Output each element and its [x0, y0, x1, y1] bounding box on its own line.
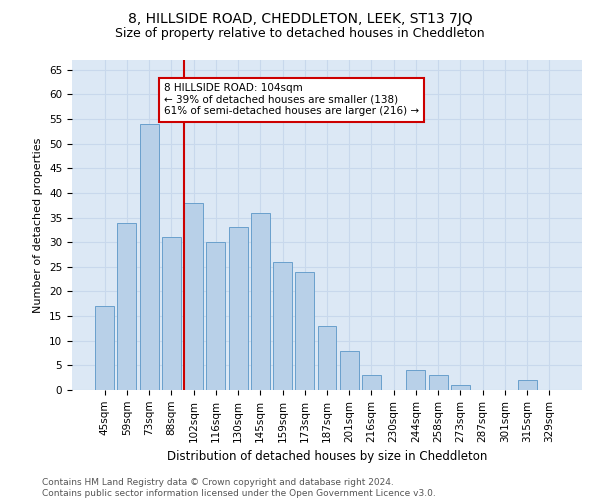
Bar — [184, 203, 203, 390]
Bar — [518, 380, 536, 390]
Bar — [162, 238, 181, 390]
Bar — [118, 222, 136, 390]
Text: Size of property relative to detached houses in Cheddleton: Size of property relative to detached ho… — [115, 28, 485, 40]
Text: 8 HILLSIDE ROAD: 104sqm
← 39% of detached houses are smaller (138)
61% of semi-d: 8 HILLSIDE ROAD: 104sqm ← 39% of detache… — [164, 83, 419, 116]
Bar — [317, 326, 337, 390]
Bar — [206, 242, 225, 390]
Bar — [140, 124, 158, 390]
Bar — [295, 272, 314, 390]
Bar — [406, 370, 425, 390]
Text: Contains HM Land Registry data © Crown copyright and database right 2024.
Contai: Contains HM Land Registry data © Crown c… — [42, 478, 436, 498]
Y-axis label: Number of detached properties: Number of detached properties — [34, 138, 43, 312]
Bar — [273, 262, 292, 390]
Bar — [95, 306, 114, 390]
Bar — [362, 375, 381, 390]
X-axis label: Distribution of detached houses by size in Cheddleton: Distribution of detached houses by size … — [167, 450, 487, 463]
Bar — [229, 228, 248, 390]
Text: 8, HILLSIDE ROAD, CHEDDLETON, LEEK, ST13 7JQ: 8, HILLSIDE ROAD, CHEDDLETON, LEEK, ST13… — [128, 12, 472, 26]
Bar — [251, 212, 270, 390]
Bar — [429, 375, 448, 390]
Bar — [451, 385, 470, 390]
Bar — [340, 350, 359, 390]
